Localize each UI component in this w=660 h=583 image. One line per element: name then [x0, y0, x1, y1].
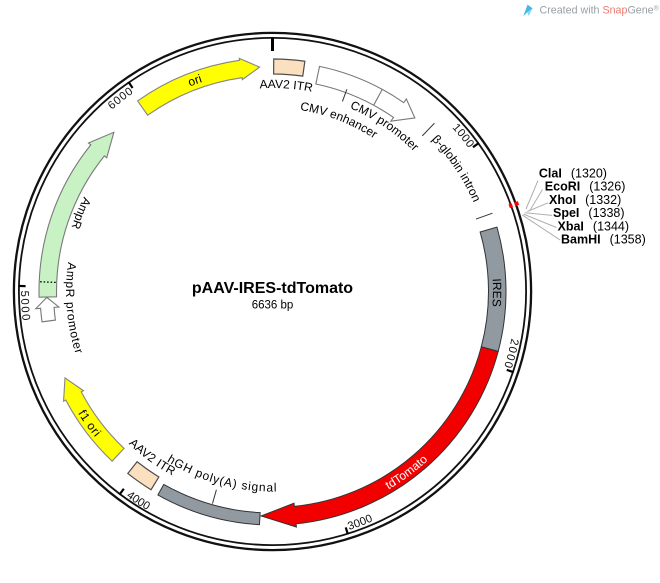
svg-text:XhoI(1332): XhoI(1332) [549, 193, 621, 207]
svg-text:ClaI(1320): ClaI(1320) [539, 167, 607, 181]
svg-text:Created with SnapGene®: Created with SnapGene® [540, 5, 660, 17]
svg-text:pAAV-IRES-tdTomato: pAAV-IRES-tdTomato [192, 280, 353, 297]
svg-text:SpeI(1338): SpeI(1338) [553, 206, 625, 220]
svg-text:6636 bp: 6636 bp [252, 300, 294, 312]
svg-text:XbaI(1344): XbaI(1344) [558, 219, 630, 233]
svg-text:IRES: IRES [490, 278, 505, 307]
